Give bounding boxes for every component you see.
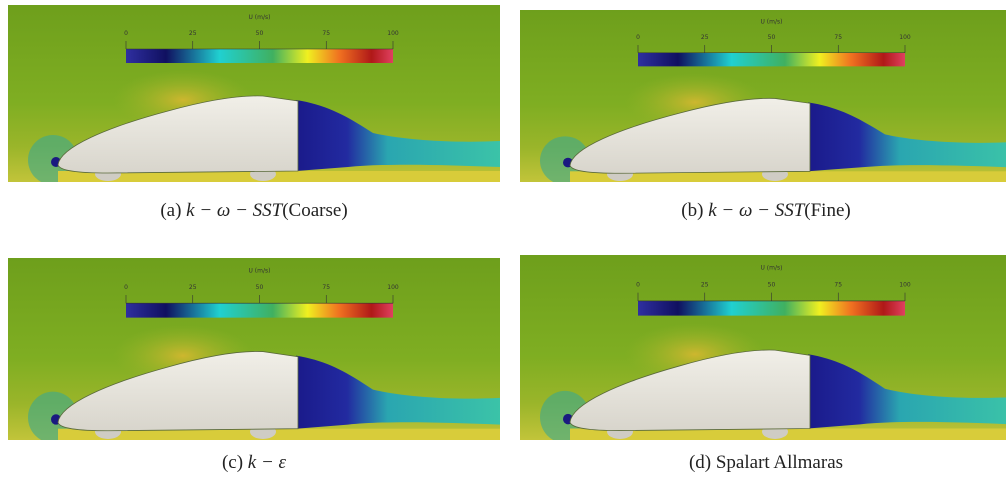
caption-math: k − ε [248,452,286,473]
colorbar-tick-label: 25 [189,30,197,37]
page: (() => { const data = JSON.parse(documen… [0,0,1006,479]
colorbar-tick-label: 25 [701,281,709,288]
colorbar-title: U (m/s) [761,265,783,272]
caption: (d) Spalart Allmaras [520,452,1006,474]
caption-label: (c) [222,452,243,473]
colorbar [638,53,905,67]
colorbar-tick-label: 0 [124,284,128,291]
colorbar-tick-label: 75 [834,35,842,41]
caption-math: k − ω − SST [186,200,282,221]
caption-text: (Coarse) [282,200,347,221]
colorbar-tick-label: 75 [834,281,842,288]
colorbar [638,301,905,316]
colorbar-tick-label: 50 [768,35,776,41]
colorbar-tick-label: 100 [899,281,911,288]
flow-field: U (m/s) 0 25 50 75 100 [8,258,500,440]
caption-text: Spalart Allmaras [716,452,843,473]
colorbar-tick-label: 0 [636,281,640,288]
caption-label: (b) [681,200,703,221]
caption-math: k − ω − SST [708,200,804,221]
colorbar-tick-label: 100 [387,30,399,37]
colorbar-title: U (m/s) [249,14,271,21]
colorbar-tick-label: 50 [768,281,776,288]
colorbar-tick-label: 100 [387,284,399,291]
colorbar-tick-label: 75 [322,30,330,37]
caption-label: (a) [160,200,181,221]
caption: (b) k − ω − SST(Fine) [520,200,1006,222]
flow-field: U (m/s) 0 25 50 75 100 [520,255,1006,440]
colorbar-tick-label: 25 [701,35,709,41]
colorbar-tick-label: 50 [256,30,264,37]
colorbar-title: U (m/s) [249,267,271,274]
colorbar-tick-label: 75 [322,284,330,291]
colorbar [126,49,393,63]
colorbar-tick-label: 0 [636,35,640,41]
colorbar-tick-label: 50 [256,284,264,291]
caption-label: (d) [689,452,711,473]
colorbar-tick-label: 25 [189,284,197,291]
flow-field: U (m/s) 0 25 50 75 100 [520,10,1006,182]
flow-field: U (m/s) 0 25 50 75 100 [8,5,500,182]
colorbar-tick-label: 0 [124,30,128,37]
colorbar-title: U (m/s) [761,20,783,26]
colorbar [126,303,393,317]
caption: (c) k − ε [8,452,500,474]
caption-text: (Fine) [804,200,850,221]
caption: (a) k − ω − SST(Coarse) [8,200,500,222]
colorbar-tick-label: 100 [899,35,911,41]
